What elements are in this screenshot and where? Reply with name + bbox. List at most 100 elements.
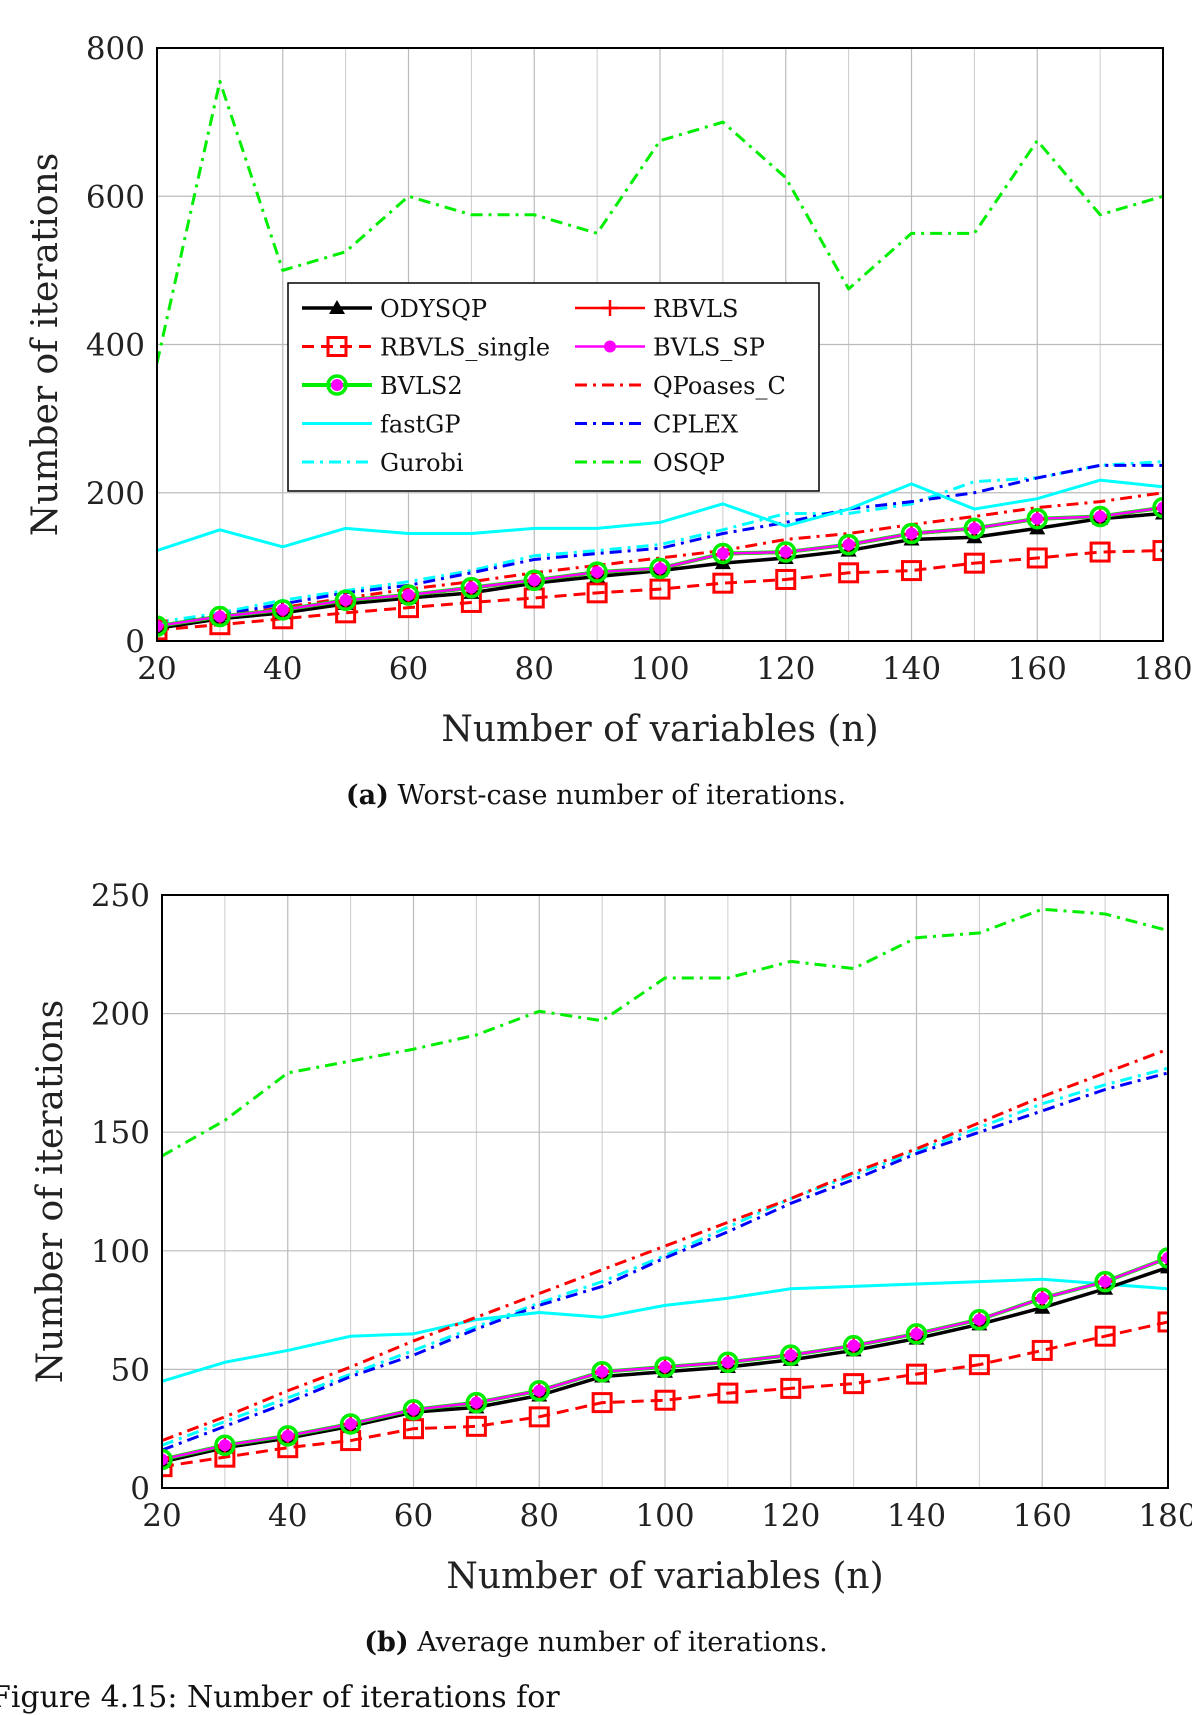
y-tick-label: 150: [91, 1115, 150, 1151]
point-BVLS_SP: [973, 1313, 986, 1326]
legend-marker: [329, 300, 345, 314]
point-BVLS2: [968, 1308, 991, 1331]
point-BVLS_SP: [533, 1384, 546, 1397]
point-BVLS_SP: [339, 594, 352, 607]
point-BVLS2: [162, 1448, 173, 1471]
series-line-Gurobi: [157, 460, 1163, 624]
point-BVLS_SP: [721, 1356, 734, 1369]
point-BVLS_SP: [1157, 501, 1163, 514]
series-line-fastGP: [157, 478, 1163, 552]
series-line-fastGP: [162, 1277, 1168, 1383]
y-tick-label: 400: [86, 328, 145, 364]
legend-entry-ODYSQP: ODYSQP: [302, 295, 487, 323]
series-line-RBVLS_single: [162, 1320, 1168, 1469]
caption-a-text: Worst-case number of iterations.: [397, 780, 847, 811]
point-BVLS_SP: [968, 522, 981, 535]
point-RBVLS_single: [1157, 1311, 1168, 1333]
legend-label: Gurobi: [380, 449, 464, 477]
point-RBVLS_single: [1094, 1325, 1116, 1347]
point-BVLS_SP: [407, 1403, 420, 1416]
point-RBVLS_single: [1031, 1339, 1053, 1361]
point-BVLS2: [209, 605, 231, 628]
x-tick-label: 120: [761, 1498, 820, 1534]
legend-marker-inner: [331, 379, 343, 391]
point-BVLS2: [272, 599, 294, 621]
point-RBVLS_single: [780, 1377, 802, 1399]
chart-b: 20 40 60 80 100 120 140 160 180 0 50 100 150 200 250 Nu…: [30, 878, 1192, 1597]
point-RBVLS_single: [586, 582, 608, 604]
point-BVLS_SP: [905, 527, 918, 540]
legend-label: RBVLS: [653, 295, 738, 323]
x-tick-label: 80: [515, 651, 554, 687]
caption-b: (b) Average number of iterations.: [0, 1627, 1192, 1658]
point-BVLS2: [842, 1334, 865, 1357]
legend-entry-QPoases_C: QPoases_C: [575, 372, 786, 400]
point-BVLS2: [837, 533, 860, 556]
x-axis-label: Number of variables (n): [441, 709, 878, 750]
point-BVLS2: [712, 542, 734, 565]
point-BVLS_SP: [1031, 512, 1044, 525]
x-tick-label: 140: [887, 1498, 946, 1534]
point-BVLS2: [1026, 507, 1048, 530]
point-RBVLS_single: [843, 1373, 865, 1395]
series-line-CPLEX: [162, 1071, 1168, 1452]
point-RBVLS_single: [654, 1389, 676, 1411]
x-tick-label: 160: [1013, 1498, 1072, 1534]
point-BVLS2: [717, 1351, 739, 1374]
y-tick-label: 200: [91, 997, 150, 1033]
point-BVLS_SP: [591, 566, 604, 579]
point-RBVLS_single: [1026, 547, 1048, 569]
legend-entry-BVLS2: BVLS2: [302, 372, 463, 400]
y-tick-label: 200: [86, 476, 145, 512]
x-axis-label: Number of variables (n): [446, 1556, 883, 1597]
legend-label: BVLS2: [380, 372, 463, 400]
x-tick-label: 60: [394, 1498, 433, 1534]
series-line-OSQP: [162, 907, 1168, 1158]
chart-a: 20 40 60 80 100 120 140 160 180 0 200 400 600 800 Numb…: [25, 31, 1192, 750]
point-BVLS2: [780, 1344, 802, 1366]
point-BVLS_SP: [1036, 1292, 1049, 1305]
point-BVLS2: [654, 1356, 676, 1378]
point-RBVLS_single: [717, 1382, 739, 1404]
x-tick-label: 40: [268, 1498, 307, 1534]
point-BVLS_SP: [344, 1417, 357, 1430]
point-BVLS_SP: [1162, 1251, 1168, 1264]
legend-entry-fastGP: fastGP: [302, 411, 460, 439]
plot-area: [162, 907, 1168, 1478]
x-tick-label: 80: [520, 1498, 559, 1534]
legend-entry-BVLS_SP: BVLS_SP: [575, 334, 765, 362]
point-RBVLS_single: [162, 1456, 173, 1478]
y-tick-label: 600: [86, 179, 145, 215]
point-BVLS2: [1089, 505, 1111, 528]
legend-label: RBVLS_single: [380, 334, 550, 362]
point-BVLS_SP: [659, 1361, 671, 1374]
point-BVLS2: [402, 1398, 425, 1421]
legend-label: OSQP: [653, 449, 725, 477]
point-BVLS2: [963, 517, 986, 540]
point-RBVLS_single: [968, 1354, 990, 1376]
legend-entry-Gurobi: Gurobi: [302, 449, 464, 477]
series-line-QPoases_C: [157, 491, 1163, 630]
x-tick-label: 120: [756, 651, 815, 687]
point-RBVLS_single: [528, 1406, 550, 1428]
x-tick-label: 180: [1133, 651, 1192, 687]
point-RBVLS_single: [838, 562, 860, 584]
point-BVLS_SP: [162, 1453, 168, 1466]
point-BVLS_SP: [596, 1365, 609, 1378]
point-BVLS_SP: [784, 1349, 797, 1362]
point-BVLS_SP: [276, 603, 289, 616]
point-BVLS2: [649, 557, 671, 580]
point-BVLS2: [277, 1425, 299, 1447]
point-BVLS_SP: [847, 1339, 860, 1352]
point-BVLS2: [523, 569, 545, 591]
point-RBVLS_single: [906, 1363, 927, 1385]
series-line-Gurobi: [162, 1066, 1168, 1447]
point-BVLS2: [591, 1361, 613, 1383]
point-RBVLS_single: [591, 1392, 613, 1414]
legend-marker: [326, 374, 348, 396]
caption-a: (a) Worst-case number of iterations.: [0, 780, 1192, 811]
point-RBVLS_single: [775, 568, 797, 590]
point-BVLS2: [775, 541, 797, 563]
point-RBVLS_single: [1152, 540, 1163, 562]
point-BVLS_SP: [842, 538, 855, 551]
